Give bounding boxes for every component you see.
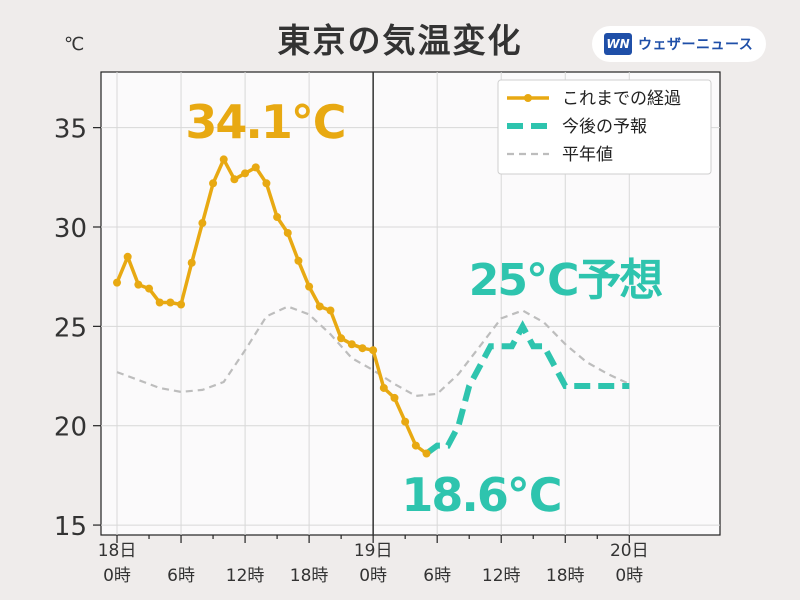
chart-title: 東京の気温変化 bbox=[277, 21, 523, 60]
y-tick-label: 30 bbox=[54, 214, 87, 244]
observed-point bbox=[305, 282, 314, 291]
observed-point bbox=[358, 344, 367, 353]
x-tick-label: 18日 bbox=[98, 541, 137, 561]
x-tick-label: 20日 bbox=[610, 541, 649, 561]
y-tick-label: 25 bbox=[54, 313, 87, 343]
observed-point bbox=[230, 175, 239, 184]
observed-point bbox=[134, 280, 143, 289]
x-tick-label: 18時 bbox=[290, 566, 329, 586]
observed-point bbox=[283, 228, 292, 237]
legend-label: 今後の予報 bbox=[562, 117, 647, 137]
wn-logo-icon: WN bbox=[604, 33, 632, 55]
x-tick-label: 0時 bbox=[103, 566, 131, 586]
observed-point bbox=[422, 449, 431, 458]
legend-marker bbox=[524, 94, 532, 102]
legend-label: 平年値 bbox=[562, 145, 613, 165]
observed-point bbox=[273, 213, 282, 222]
observed-point bbox=[401, 417, 410, 426]
annotation-label: 34.1℃ bbox=[185, 95, 344, 149]
x-tick-label: 12時 bbox=[482, 566, 521, 586]
observed-point bbox=[123, 252, 132, 261]
observed-point bbox=[198, 219, 207, 228]
observed-point bbox=[113, 278, 122, 287]
observed-point bbox=[251, 163, 260, 172]
observed-point bbox=[411, 441, 420, 450]
forecast-series-line bbox=[424, 320, 630, 456]
x-tick-label: 0時 bbox=[615, 566, 643, 586]
observed-point bbox=[187, 258, 196, 267]
observed-point bbox=[209, 179, 218, 188]
annotation-label: 25℃予想 bbox=[469, 255, 663, 306]
observed-point bbox=[166, 298, 175, 307]
observed-point bbox=[177, 300, 186, 309]
observed-point bbox=[390, 393, 399, 402]
observed-point bbox=[155, 298, 164, 307]
annotation-label: 18.6℃ bbox=[401, 468, 560, 522]
observed-point bbox=[369, 346, 378, 355]
normal-series-line bbox=[116, 305, 630, 398]
y-tick-label: 20 bbox=[54, 413, 87, 443]
x-tick-label: 6時 bbox=[167, 566, 195, 586]
observed-point bbox=[219, 155, 228, 164]
y-tick-label: 35 bbox=[54, 115, 87, 145]
observed-point bbox=[379, 383, 388, 392]
observed-point bbox=[315, 302, 324, 311]
observed-point bbox=[294, 256, 303, 265]
weathernews-logo: WN ウェザーニュース bbox=[592, 26, 766, 62]
observed-point bbox=[347, 340, 356, 349]
logo-text: ウェザーニュース bbox=[638, 37, 754, 53]
observed-point bbox=[326, 306, 335, 315]
legend-label: これまでの経過 bbox=[562, 89, 681, 109]
y-tick-label: 15 bbox=[54, 512, 87, 542]
x-tick-label: 12時 bbox=[226, 566, 265, 586]
x-tick-label: 18時 bbox=[546, 566, 585, 586]
observed-point bbox=[262, 179, 271, 188]
observed-point bbox=[337, 334, 346, 343]
observed-point bbox=[145, 284, 154, 293]
x-tick-label: 19日 bbox=[354, 541, 393, 561]
x-tick-label: 6時 bbox=[423, 566, 451, 586]
y-axis-unit: ℃ bbox=[64, 34, 85, 55]
legend-box bbox=[497, 79, 712, 175]
x-tick-label: 0時 bbox=[359, 566, 387, 586]
observed-point bbox=[241, 169, 250, 178]
